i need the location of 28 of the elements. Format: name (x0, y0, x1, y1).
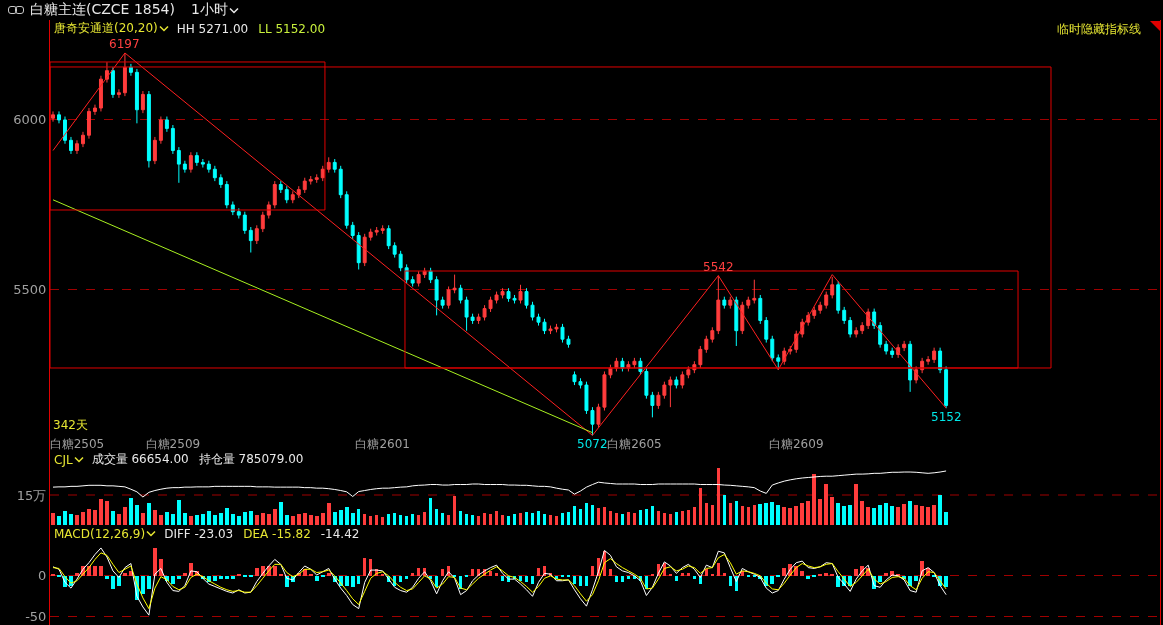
chart-title: 白糖主连(CZCE 1854) (30, 1, 175, 19)
x-tick-label: 白糖2509 (145, 437, 201, 451)
annotation: 持仓量 785079.00 (198, 451, 304, 468)
annotation: HH 5271.00 (176, 21, 249, 36)
annotation: 342天 (53, 417, 88, 434)
annotation: MACD(12,26,9) (54, 526, 146, 541)
chart-subtitle: 1小时 (191, 1, 228, 19)
annotation: -14.42 (320, 526, 360, 541)
x-tick-label: 白糖2609 (768, 437, 824, 451)
annotation: 5542 (703, 260, 734, 274)
text: 临时隐藏指标线 (1057, 21, 1141, 38)
y-tick-label: 15万 (16, 487, 47, 503)
y-tick-label: 0 (38, 568, 47, 584)
x-tick-label: 白糖2605 (607, 437, 662, 451)
annotation: LL 5152.00 (258, 21, 326, 36)
annotation: CJL (54, 452, 73, 467)
annotation: DIFF -23.03 (164, 526, 234, 541)
y-tick-label: 5500 (13, 282, 47, 298)
annotation: 5072 (577, 437, 608, 451)
y-tick-label: -50 (25, 609, 47, 625)
y-tick-label: 6000 (13, 112, 47, 128)
annotation: 唐奇安通道(20,20) (54, 20, 158, 37)
annotation: 成交量 66654.00 (91, 451, 189, 468)
x-tick-label: 白糖2601 (355, 437, 410, 451)
annotation: 6197 (109, 37, 140, 51)
annotation: DEA -15.82 (243, 526, 311, 541)
annotation: 5152 (931, 410, 962, 424)
x-tick-label: 白糖2505 (49, 437, 105, 451)
